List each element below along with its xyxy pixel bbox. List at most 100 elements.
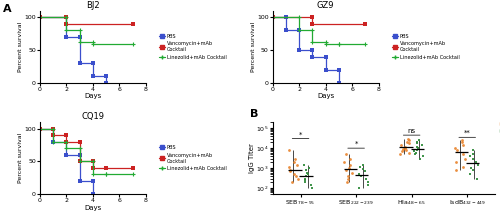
Point — [308, 186, 316, 190]
Point — [348, 171, 356, 174]
Point — [342, 168, 350, 172]
Point — [302, 168, 310, 172]
Text: **: ** — [464, 130, 470, 136]
Point — [364, 180, 372, 184]
Point — [412, 140, 420, 144]
Point — [364, 183, 372, 186]
Point — [405, 138, 413, 142]
Point — [362, 177, 370, 180]
Point — [346, 157, 354, 160]
Point — [285, 165, 293, 168]
Point — [466, 166, 474, 170]
Y-axis label: IgG Titer: IgG Titer — [248, 143, 254, 173]
Point — [402, 148, 410, 152]
Point — [472, 160, 480, 164]
Point — [343, 180, 351, 184]
Point — [404, 151, 412, 154]
Point — [358, 174, 366, 178]
X-axis label: Days: Days — [84, 93, 102, 99]
Point — [452, 160, 460, 164]
Y-axis label: Percent survival: Percent survival — [18, 22, 23, 72]
Point — [458, 138, 466, 142]
Point — [294, 177, 302, 180]
Point — [398, 150, 406, 153]
Title: CQ19: CQ19 — [82, 112, 104, 121]
Point — [469, 168, 477, 172]
Point — [340, 160, 348, 164]
Text: ns: ns — [408, 128, 416, 134]
Text: *: * — [354, 141, 358, 146]
Point — [305, 166, 313, 170]
Point — [286, 169, 294, 173]
Point — [396, 152, 404, 156]
Point — [468, 152, 476, 156]
Point — [466, 172, 474, 176]
Point — [344, 177, 351, 180]
Point — [418, 143, 426, 146]
Point — [303, 171, 311, 174]
Point — [416, 157, 424, 160]
Legend: PBS, Vancomycin+mAb
Cocktail, Linezolid+mAb Cocktail: PBS, Vancomycin+mAb Cocktail, Linezolid+… — [159, 145, 227, 171]
Point — [468, 148, 476, 152]
Y-axis label: Percent survival: Percent survival — [250, 22, 256, 72]
Point — [344, 174, 352, 178]
Legend: PBS, Vancomycin+mAb
Cocktail, Linezolid+mAb Cocktail: PBS, Vancomycin+mAb Cocktail, Linezolid+… — [159, 34, 227, 60]
Legend: PBS, Vancomycin+mAb
Cocktail, Linezolid+mAb Cocktail: PBS, Vancomycin+mAb Cocktail, Linezolid+… — [392, 34, 460, 60]
Point — [461, 157, 469, 160]
Point — [288, 180, 296, 184]
Point — [400, 146, 408, 150]
Point — [286, 168, 294, 172]
Point — [403, 140, 411, 144]
Point — [302, 174, 310, 178]
Point — [356, 165, 364, 168]
Point — [290, 172, 298, 176]
Point — [412, 145, 420, 148]
Point — [346, 163, 354, 166]
Point — [307, 183, 315, 186]
Point — [398, 147, 406, 151]
Y-axis label: Percent survival: Percent survival — [18, 133, 23, 183]
Point — [459, 143, 467, 146]
Point — [459, 165, 467, 168]
Point — [360, 163, 368, 166]
Point — [284, 148, 292, 152]
Text: A: A — [2, 4, 11, 14]
Point — [452, 168, 460, 172]
Point — [358, 167, 366, 171]
Point — [413, 148, 421, 152]
Point — [458, 140, 466, 144]
Text: B: B — [250, 109, 258, 119]
Point — [416, 138, 424, 142]
Point — [345, 166, 353, 170]
X-axis label: Days: Days — [84, 204, 102, 211]
Point — [405, 141, 413, 145]
Text: *: * — [299, 131, 302, 137]
Point — [419, 154, 427, 158]
Point — [355, 186, 363, 190]
Point — [451, 146, 459, 150]
Point — [292, 157, 300, 160]
Point — [300, 178, 308, 182]
Point — [458, 152, 466, 156]
Title: GZ9: GZ9 — [317, 1, 334, 10]
Point — [473, 177, 481, 180]
Point — [401, 145, 409, 148]
Point — [412, 151, 420, 154]
Point — [290, 160, 298, 164]
Point — [469, 157, 477, 160]
Point — [411, 152, 419, 156]
Point — [414, 146, 422, 150]
Point — [466, 154, 474, 158]
Point — [474, 163, 482, 166]
Point — [301, 180, 309, 184]
Point — [304, 172, 312, 176]
Point — [342, 152, 349, 156]
Point — [361, 169, 369, 173]
Title: BJ2: BJ2 — [86, 1, 100, 10]
Point — [410, 150, 418, 153]
Point — [404, 137, 412, 140]
Point — [292, 174, 300, 178]
Point — [398, 143, 406, 146]
Point — [300, 177, 308, 180]
Point — [453, 148, 461, 152]
